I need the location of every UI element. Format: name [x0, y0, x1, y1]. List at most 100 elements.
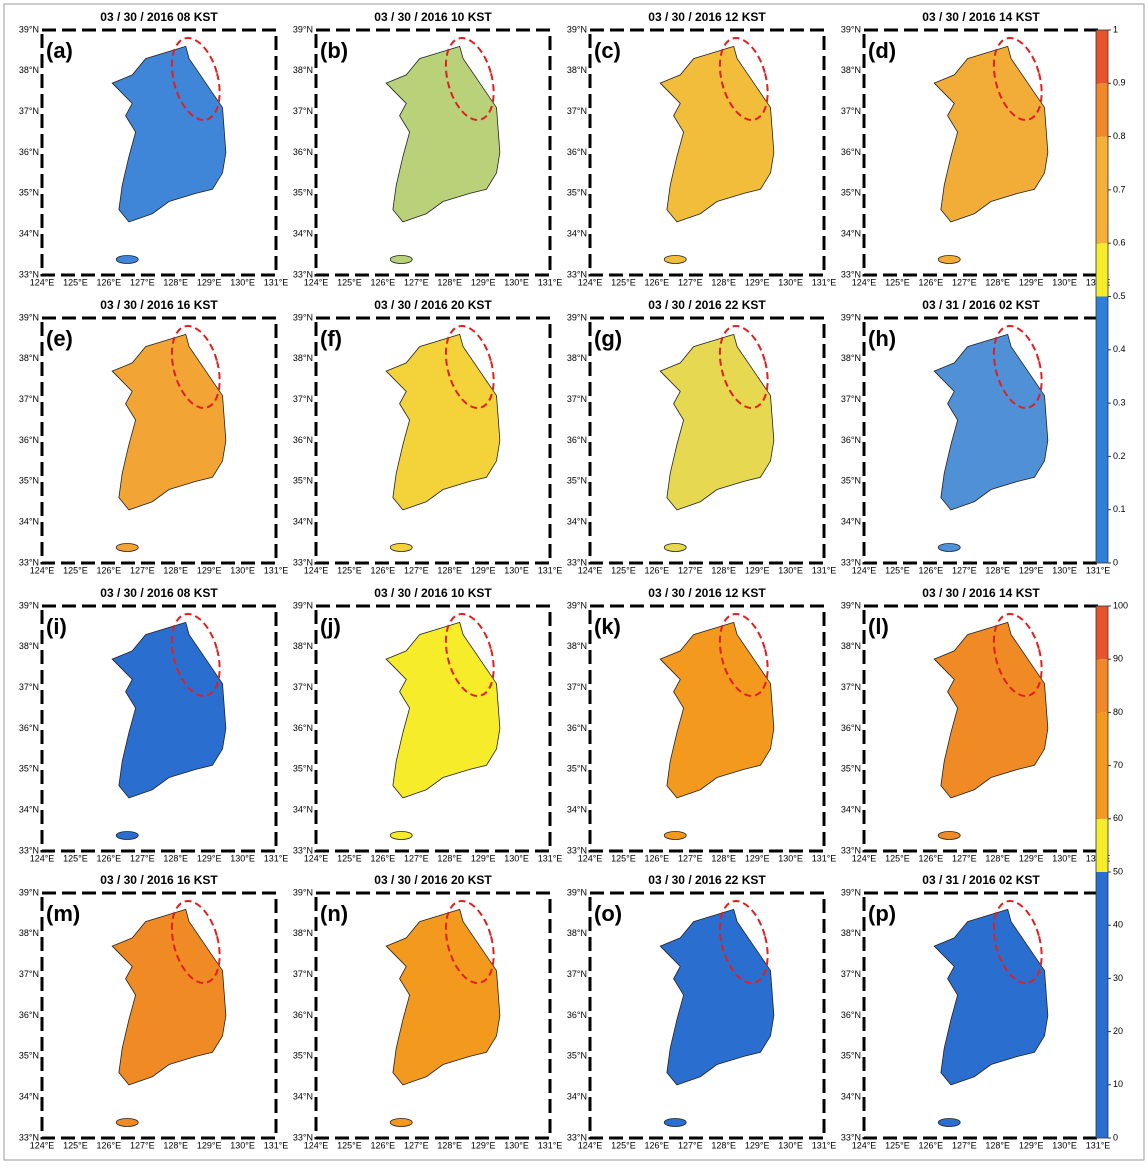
- lat-tick-label: 38°N: [841, 353, 861, 363]
- lon-tick-label: 131°E: [812, 1140, 837, 1150]
- lon-tick-label: 128°E: [163, 853, 188, 863]
- colorbar-tick-label: 0.9: [1113, 78, 1126, 88]
- jeju: [663, 1118, 687, 1127]
- highlight-ellipse: [170, 37, 221, 121]
- land: [385, 621, 501, 799]
- highlight-ellipse: [992, 325, 1043, 409]
- lat-tick-label: 33°N: [293, 557, 313, 567]
- lat-tick-label: 37°N: [19, 969, 39, 979]
- lat-tick-label: 33°N: [19, 269, 39, 279]
- lon-tick-label: 126°E: [645, 277, 670, 287]
- highlight-ellipse: [170, 613, 221, 697]
- jeju: [115, 543, 139, 552]
- jeju: [663, 543, 687, 552]
- lon-tick-label: 129°E: [1019, 277, 1044, 287]
- lon-tick-label: 124°E: [30, 1140, 55, 1150]
- lat-tick-label: 34°N: [293, 229, 313, 239]
- colorbar-segment: [1096, 296, 1108, 563]
- lon-tick-label: 127°E: [952, 1140, 977, 1150]
- panel-label: (l): [868, 614, 889, 639]
- lat-tick-label: 37°N: [293, 394, 313, 404]
- highlight-ellipse: [444, 37, 495, 121]
- lat-tick-label: 37°N: [841, 394, 861, 404]
- lat-tick-label: 37°N: [293, 969, 313, 979]
- panel-label: (d): [868, 38, 896, 63]
- lon-tick-label: 128°E: [985, 1140, 1010, 1150]
- jeju: [389, 1118, 413, 1127]
- highlight-ellipse: [718, 613, 769, 697]
- lat-tick-label: 33°N: [841, 557, 861, 567]
- panel-label: (e): [46, 326, 73, 351]
- lon-tick-label: 129°E: [745, 565, 770, 575]
- lat-tick-label: 37°N: [19, 394, 39, 404]
- lat-tick-label: 37°N: [19, 106, 39, 116]
- colorbar-tick-label: 90: [1113, 654, 1123, 664]
- lon-tick-label: 130°E: [1052, 565, 1077, 575]
- colorbar-tick-label: 0.6: [1113, 238, 1126, 248]
- lon-tick-label: 131°E: [264, 1140, 289, 1150]
- lon-tick-label: 125°E: [63, 1140, 88, 1150]
- land: [659, 621, 775, 799]
- jeju: [389, 255, 413, 264]
- lon-tick-label: 126°E: [919, 1140, 944, 1150]
- colorbar-tick-label: 50: [1113, 866, 1123, 876]
- land: [933, 333, 1049, 511]
- panel-label: (j): [320, 614, 341, 639]
- colorbar-segment: [1096, 659, 1108, 713]
- panel-label: (p): [868, 901, 896, 926]
- lon-tick-label: 130°E: [504, 1140, 529, 1150]
- lat-tick-label: 34°N: [567, 229, 587, 239]
- lat-tick-label: 37°N: [567, 969, 587, 979]
- panel-title: 03 / 30 / 2016 16 KST: [100, 298, 218, 312]
- lon-tick-label: 126°E: [97, 277, 122, 287]
- lon-tick-label: 125°E: [337, 1140, 362, 1150]
- lat-tick-label: 35°N: [19, 1051, 39, 1061]
- lat-tick-label: 35°N: [19, 764, 39, 774]
- lon-tick-label: 130°E: [1052, 853, 1077, 863]
- land: [659, 908, 775, 1086]
- lon-tick-label: 127°E: [952, 565, 977, 575]
- lat-tick-label: 39°N: [567, 600, 587, 610]
- lon-tick-label: 124°E: [304, 277, 329, 287]
- highlight-ellipse: [992, 37, 1043, 121]
- lon-tick-label: 126°E: [371, 277, 396, 287]
- colorbar-tick-label: 60: [1113, 813, 1123, 823]
- lat-tick-label: 38°N: [841, 641, 861, 651]
- colorbar-tick-label: 10: [1113, 1079, 1123, 1089]
- jeju: [389, 543, 413, 552]
- lon-tick-label: 130°E: [504, 853, 529, 863]
- lat-tick-label: 33°N: [293, 269, 313, 279]
- lon-tick-label: 129°E: [197, 277, 222, 287]
- lat-tick-label: 39°N: [19, 312, 39, 322]
- lat-tick-label: 38°N: [841, 928, 861, 938]
- lon-tick-label: 131°E: [538, 565, 563, 575]
- lat-tick-label: 38°N: [293, 65, 313, 75]
- colorbar-tick-label: 0.2: [1113, 451, 1126, 461]
- lon-tick-label: 127°E: [404, 277, 429, 287]
- colorbar-tick-label: 0.1: [1113, 504, 1126, 514]
- lon-tick-label: 127°E: [404, 853, 429, 863]
- lon-tick-label: 127°E: [678, 565, 703, 575]
- lat-tick-label: 34°N: [841, 517, 861, 527]
- lon-tick-label: 129°E: [197, 853, 222, 863]
- lon-tick-label: 128°E: [985, 565, 1010, 575]
- colorbar-tick-label: 0: [1113, 557, 1118, 567]
- lat-tick-label: 33°N: [567, 1132, 587, 1142]
- lat-tick-label: 34°N: [841, 1092, 861, 1102]
- lon-tick-label: 124°E: [304, 565, 329, 575]
- lon-tick-label: 125°E: [337, 565, 362, 575]
- jeju: [937, 1118, 961, 1127]
- lat-tick-label: 36°N: [841, 1010, 861, 1020]
- lat-tick-label: 33°N: [841, 269, 861, 279]
- lat-tick-label: 35°N: [293, 764, 313, 774]
- lon-tick-label: 127°E: [130, 1140, 155, 1150]
- lat-tick-label: 34°N: [293, 517, 313, 527]
- lon-tick-label: 126°E: [645, 1140, 670, 1150]
- lat-tick-label: 33°N: [19, 1132, 39, 1142]
- lon-tick-label: 129°E: [1019, 853, 1044, 863]
- lon-tick-label: 128°E: [437, 277, 462, 287]
- panel-label: (k): [594, 614, 621, 639]
- colorbar-tick-label: 0: [1113, 1132, 1118, 1142]
- lon-tick-label: 127°E: [952, 277, 977, 287]
- lon-tick-label: 131°E: [538, 277, 563, 287]
